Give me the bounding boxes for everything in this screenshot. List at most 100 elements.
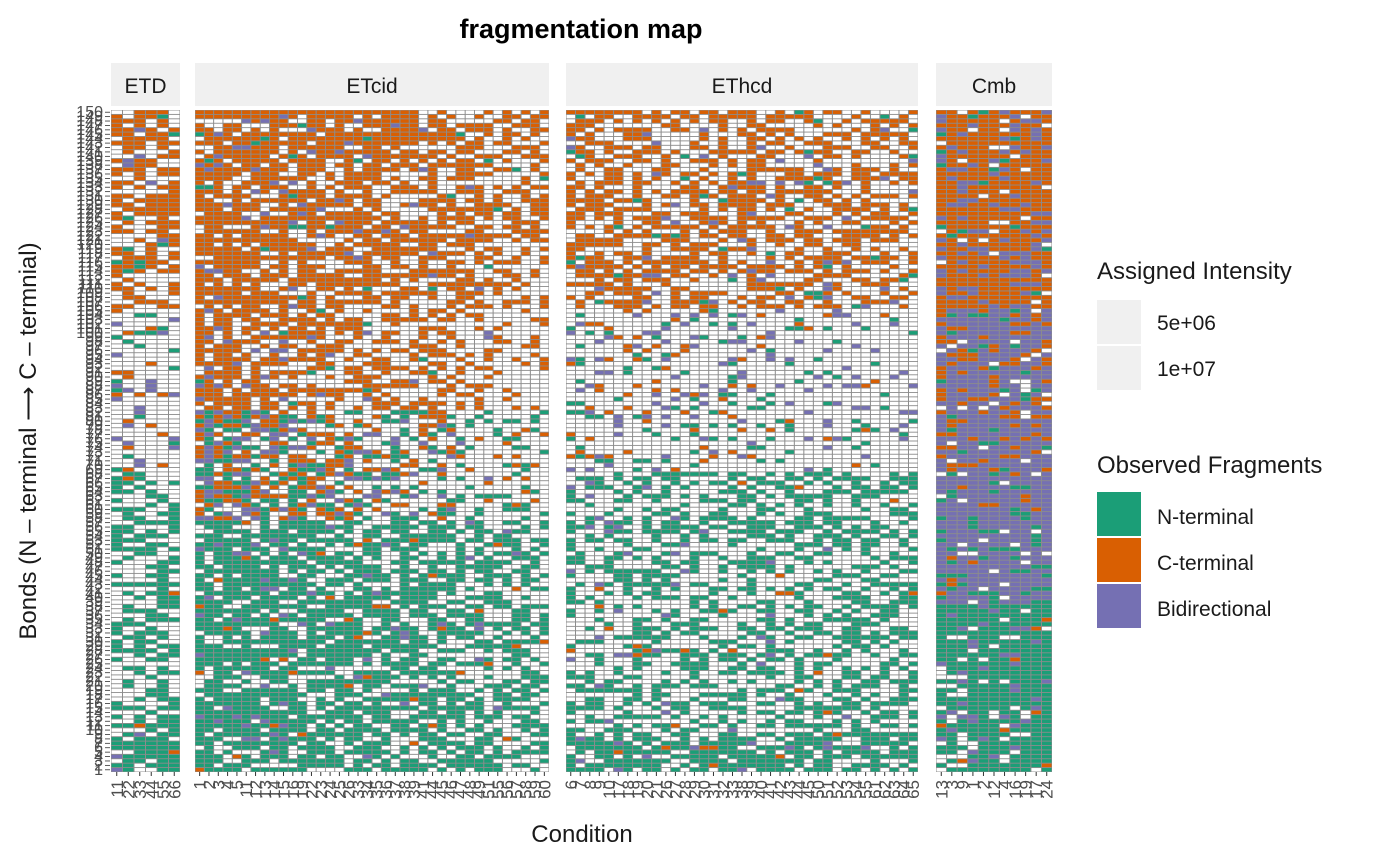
heat-cell [111,529,122,534]
heat-cell [204,207,214,212]
heat-cell [288,600,297,604]
heat-cell [437,640,447,644]
heat-cell [111,145,122,150]
heat-cell [169,494,180,498]
heat-cell [316,141,325,145]
heat-cell [223,397,232,401]
heat-cell [251,269,260,273]
heat-cell [195,741,204,746]
heat-cell [297,428,307,432]
heat-cell [325,141,335,145]
heat-cell [409,114,419,119]
heat-cell [242,520,251,525]
heat-cell [344,136,353,141]
heat-cell [363,556,372,560]
heat-cell [123,604,134,609]
heat-cell [353,375,363,379]
heat-cell [344,211,353,216]
heat-cell [157,123,168,128]
heat-cell [195,463,204,468]
heat-cell [325,768,335,772]
heat-cell [409,388,419,392]
heat-cell [419,375,428,379]
heat-cell [232,172,242,176]
heat-cell [307,406,316,410]
heat-cell [195,309,204,313]
heat-cell [437,286,447,291]
heat-cell [353,693,363,697]
heat-cell [223,406,232,410]
heat-cell [335,675,344,679]
heat-cell [363,617,372,622]
heat-cell [260,220,270,225]
heat-cell [297,450,307,454]
heat-cell [288,450,297,454]
heat-cell [353,675,363,679]
heat-cell [363,225,372,229]
heat-cell [428,745,437,750]
heat-cell [195,176,204,181]
heat-cell [297,754,307,759]
heat-cell [391,353,400,357]
heat-cell [232,353,242,357]
heat-cell [409,251,419,256]
heat-cell [381,326,391,331]
heat-cell [325,715,335,719]
heat-cell [169,670,180,675]
heat-cell [297,476,307,481]
heat-cell [372,754,381,759]
heat-cell [123,657,134,662]
heat-cell [353,595,363,600]
heat-cell [437,542,447,547]
heat-cell [242,745,251,750]
heat-cell [169,335,180,340]
facet-panels: ETD112233445566ETcid12345111213141516192… [108,63,1057,799]
heat-cell [270,578,279,582]
heat-cell [279,715,288,719]
heat-cell [400,242,409,247]
heat-cell [363,578,372,582]
heat-cell [270,684,279,688]
heat-cell [419,269,428,273]
heat-cell [111,547,122,551]
heat-cell [242,392,251,397]
heat-cell [204,185,214,189]
heat-cell [204,419,214,423]
heat-cell [242,362,251,366]
heat-cell [400,348,409,353]
heat-cell [335,128,344,132]
heat-cell [111,481,122,485]
heat-cell [204,414,214,419]
heat-cell [335,295,344,300]
heat-cell [195,732,204,737]
heat-cell [353,648,363,653]
heat-cell [242,763,251,768]
heat-cell [146,357,157,362]
heat-cell [157,167,168,172]
x-tick-label: 25 [330,780,349,799]
heat-cell [214,238,223,242]
heat-cell [232,370,242,375]
heat-cell [428,759,437,763]
heat-cell [288,472,297,476]
heat-cell [232,260,242,265]
heat-cell [325,644,335,648]
heat-cell [353,370,363,375]
heat-cell [344,688,353,693]
heat-cell [223,203,232,207]
heat-cell [353,723,363,728]
heat-cell [111,397,122,401]
heat-cell [260,719,270,723]
heat-cell [335,251,344,256]
heat-cell [363,657,372,662]
heat-cell [279,207,288,212]
heat-cell [134,366,145,370]
heat-cell [363,441,372,445]
heat-cell [169,110,180,114]
heat-cell [195,719,204,723]
heat-cell [437,300,447,304]
heat-cell [307,114,316,119]
heat-cell [134,516,145,520]
heat-cell [307,247,316,251]
heat-cell [146,498,157,503]
